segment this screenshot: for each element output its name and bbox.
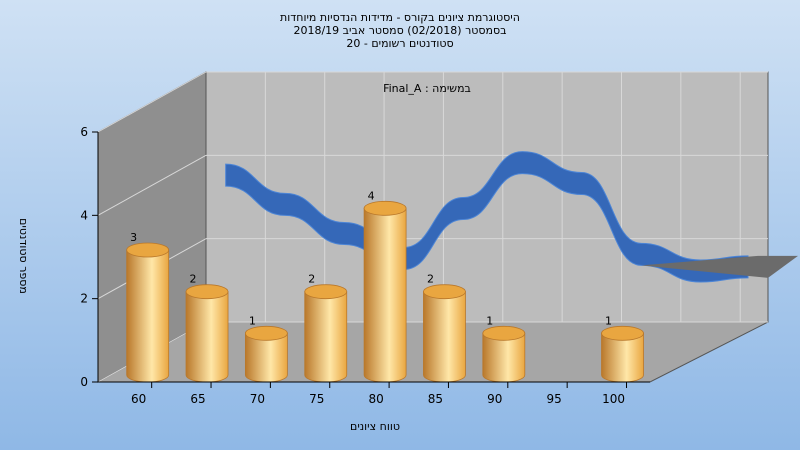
bar-body bbox=[363, 207, 407, 383]
bar-top bbox=[423, 284, 466, 300]
x-tick-label: 70 bbox=[250, 392, 265, 406]
bar-top bbox=[185, 284, 229, 300]
bar-top bbox=[601, 325, 644, 341]
bar-value-label: 2 bbox=[190, 273, 197, 286]
bar-body bbox=[423, 291, 466, 383]
bar-value-label: 2 bbox=[308, 273, 315, 286]
axes: 0 2 4 6 60 65 70 75 80 85 90 95 100 bbox=[80, 125, 650, 406]
bar-top bbox=[126, 242, 170, 258]
bar-value-label: 2 bbox=[427, 273, 434, 286]
bar-value-label: 1 bbox=[605, 314, 612, 327]
x-tick-label: 65 bbox=[190, 392, 205, 406]
x-tick-label: 60 bbox=[131, 392, 146, 406]
bar-top bbox=[482, 325, 526, 341]
task-annotation: במשימה : Final_A bbox=[383, 82, 471, 95]
bar-value-label: 4 bbox=[368, 189, 375, 202]
x-tick-label: 80 bbox=[368, 392, 383, 406]
grid-line-side bbox=[97, 154, 207, 216]
chart-title-line-1: היסטוגרמת ציונים בקורס - מדידות הנדסיות … bbox=[280, 11, 520, 24]
grid-line-side bbox=[97, 71, 207, 133]
bar-top bbox=[304, 284, 348, 300]
y-tick-label: 0 bbox=[80, 375, 88, 389]
x-tick-label: 95 bbox=[547, 392, 562, 406]
bar-value-label: 3 bbox=[130, 231, 137, 244]
bar: 4 bbox=[363, 189, 407, 383]
y-tick-label: 6 bbox=[80, 125, 88, 139]
bar-top bbox=[363, 200, 407, 216]
bar: 3 bbox=[126, 231, 170, 383]
chart-title-line-2: בסמסטר (02/2018) סמסטר אביב 2018/19 bbox=[293, 24, 506, 37]
bar: 2 bbox=[185, 273, 229, 383]
bar-body bbox=[185, 291, 229, 383]
bar-value-label: 1 bbox=[486, 314, 493, 327]
y-tick-label: 2 bbox=[80, 292, 88, 306]
y-ticks: 0 2 4 6 bbox=[80, 125, 98, 389]
bar-body bbox=[126, 249, 170, 383]
y-axis-title: מספר סטודנטים bbox=[17, 218, 30, 294]
bar: 1 bbox=[244, 314, 288, 383]
bar-value-label: 1 bbox=[249, 314, 256, 327]
x-ticks: 60 65 70 75 80 85 90 95 100 bbox=[131, 382, 628, 406]
bar: 2 bbox=[304, 273, 348, 383]
chart-title-line-3: סטודנטים רשומים - 20 bbox=[346, 37, 453, 50]
bar-top bbox=[244, 325, 288, 341]
bar: 1 bbox=[482, 314, 526, 383]
x-tick-label: 90 bbox=[487, 392, 502, 406]
x-tick-label: 85 bbox=[428, 392, 443, 406]
curve-tail-shadow bbox=[641, 255, 798, 278]
bar-body bbox=[304, 291, 348, 383]
x-axis-title: טווח ציונים bbox=[350, 420, 400, 433]
y-tick-label: 4 bbox=[80, 208, 88, 222]
bar: 2 bbox=[423, 273, 466, 383]
x-tick-label: 100 bbox=[602, 392, 625, 406]
x-tick-label: 75 bbox=[309, 392, 324, 406]
